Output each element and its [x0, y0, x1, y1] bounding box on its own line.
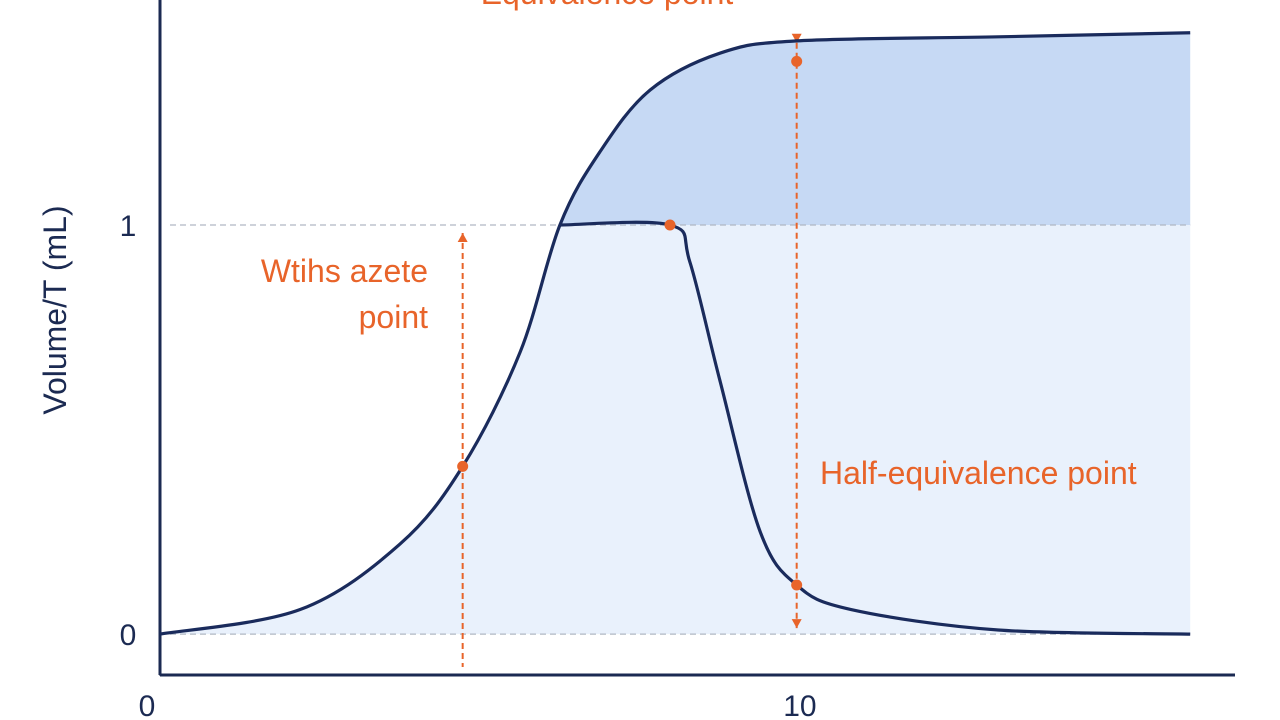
chart-title: Equivalence point — [481, 0, 734, 11]
curve — [159, 31, 1191, 636]
curve — [559, 220, 1191, 636]
marker — [791, 579, 803, 591]
marker — [457, 460, 469, 472]
annotation: Wtihs azete point — [260, 253, 428, 335]
x-tick-label: 10 — [783, 690, 816, 720]
y-tick-label: 0 — [120, 619, 137, 652]
arrow-head — [791, 619, 802, 629]
annotation: Half-equivalence point — [820, 455, 1137, 491]
x-tick-label: 0 — [139, 690, 156, 720]
y-axis-label: Volume/T (mL) — [37, 205, 73, 414]
marker — [791, 55, 803, 67]
arrow-head — [791, 33, 802, 43]
dark-fill — [559, 32, 1191, 226]
marker — [664, 219, 676, 231]
y-tick-label: 1 — [120, 210, 137, 243]
arrow-head — [457, 233, 468, 242]
light-fill — [160, 225, 1191, 635]
